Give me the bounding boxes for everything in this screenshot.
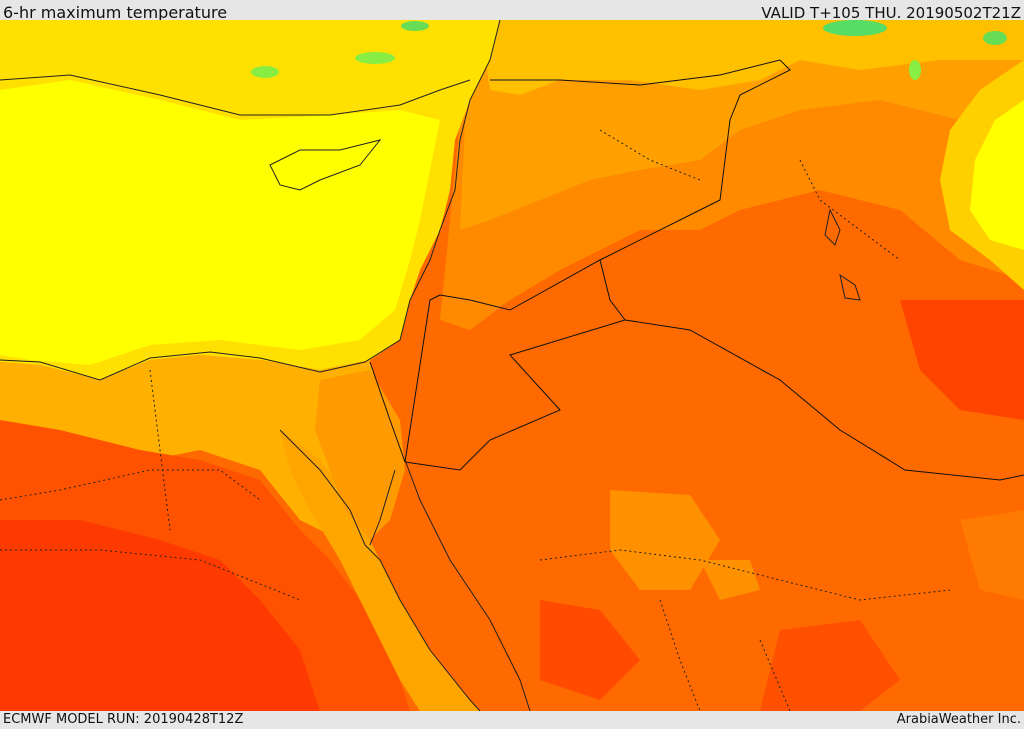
map-title: 6-hr maximum temperature — [3, 3, 228, 22]
coastlines — [0, 20, 861, 711]
country-borders — [369, 59, 1024, 481]
temp-band-egypt-north — [0, 355, 400, 540]
cool-spot-3 — [401, 21, 429, 31]
temp-band-egypt-hottest — [0, 520, 320, 711]
arabia-hot-patch — [760, 620, 900, 711]
red-sea — [280, 430, 480, 711]
temp-band-yellow-sea — [0, 80, 440, 365]
footer-bar — [0, 711, 1024, 729]
credit-label: ArabiaWeather Inc. — [896, 712, 1021, 727]
valid-time: VALID T+105 THU. 20190502T21Z — [761, 4, 1021, 22]
cool-spot-5 — [983, 31, 1007, 45]
gulf-patch — [960, 510, 1024, 600]
cool-spot-6 — [909, 60, 921, 80]
header-bar — [0, 0, 1024, 20]
iraq-hot-patch — [900, 300, 1024, 420]
cool-spot-4 — [823, 20, 887, 36]
cool-spot-2 — [355, 52, 395, 64]
sinai — [315, 370, 405, 540]
temp-band-zagros-yellow — [970, 100, 1024, 250]
temperature-map[interactable] — [0, 20, 1024, 711]
arabia-cool-patch-1 — [610, 490, 720, 590]
map-canvas — [0, 20, 1024, 711]
arabia-cool-patch-2 — [700, 560, 760, 600]
cool-spot-1 — [251, 66, 279, 78]
model-run-label: ECMWF MODEL RUN: 20190428T12Z — [3, 712, 244, 727]
hijaz-hot-patch — [540, 600, 640, 700]
temp-band-amber-north — [480, 20, 1024, 95]
province-borders — [0, 129, 951, 711]
